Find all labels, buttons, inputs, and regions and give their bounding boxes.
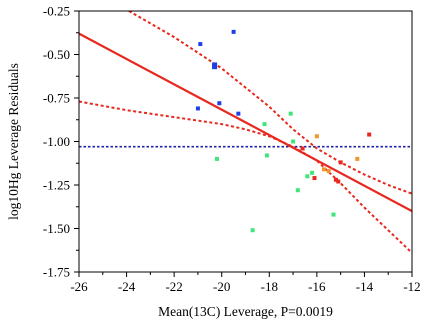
- data-point-s3-3: [333, 177, 338, 182]
- data-point-s3-5: [367, 132, 372, 137]
- data-point-s3-1: [312, 176, 317, 181]
- data-point-s1-5: [291, 139, 296, 144]
- x-tick-label-7: -12: [403, 279, 420, 294]
- data-point-s2-1: [321, 167, 326, 172]
- y-tick-label-4: -0.75: [43, 91, 70, 106]
- y-tick-label-0: -1.75: [43, 265, 70, 280]
- y-tick-label-1: -1.50: [43, 221, 70, 236]
- y-tick-label-6: -0.25: [43, 4, 70, 19]
- data-point-s1-3: [264, 153, 269, 158]
- x-tick-label-1: -24: [118, 279, 136, 294]
- x-tick-label-0: -26: [70, 279, 88, 294]
- confidence-band-upper: [128, 11, 412, 195]
- data-point-s2-3: [355, 156, 360, 161]
- x-tick-label-4: -18: [261, 279, 278, 294]
- data-point-s1-0: [214, 156, 219, 161]
- data-point-s1-1: [250, 228, 255, 233]
- data-point-s0-0: [198, 42, 203, 47]
- x-tick-label-6: -14: [356, 279, 374, 294]
- data-point-s0-1: [231, 29, 236, 34]
- data-point-s1-4: [288, 111, 293, 116]
- y-tick-label-3: -1.00: [43, 134, 70, 149]
- y-axis-label: log10Hg Leverage Residuals: [6, 63, 21, 220]
- data-point-s1-2: [262, 122, 267, 127]
- data-point-s0-6: [236, 111, 241, 116]
- data-point-s2-0: [314, 134, 319, 139]
- data-point-s1-9: [331, 212, 336, 217]
- axes: -26 -24 -22 -20 -18 -16 -14 -12 -1.75 -1.50 -1.25 -…: [43, 4, 421, 295]
- data-point-s1-8: [310, 170, 315, 175]
- data-point-s2-2: [326, 169, 331, 174]
- confidence-band-lower: [79, 100, 412, 254]
- data-point-s3-4: [336, 179, 341, 184]
- data-point-s0-4: [195, 106, 200, 111]
- data-point-s0-5: [217, 101, 222, 106]
- data-point-s1-6: [295, 188, 300, 193]
- regression-line: [79, 32, 412, 213]
- x-tick-label-5: -16: [308, 279, 326, 294]
- x-tick-label-3: -20: [213, 279, 230, 294]
- data-point-s3-2: [338, 160, 343, 165]
- data-point-s3-0: [300, 146, 305, 151]
- data-point-s1-7: [305, 174, 310, 179]
- data-point-s0-3: [212, 64, 218, 70]
- y-tick-label-2: -1.25: [43, 178, 70, 193]
- plot-area: [79, 11, 412, 254]
- y-tick-label-5: -0.50: [43, 47, 70, 62]
- plot-frame: [78, 10, 413, 273]
- x-axis-label: Mean(13C) Leverage, P=0.0019: [158, 304, 333, 319]
- x-tick-label-2: -22: [165, 279, 182, 294]
